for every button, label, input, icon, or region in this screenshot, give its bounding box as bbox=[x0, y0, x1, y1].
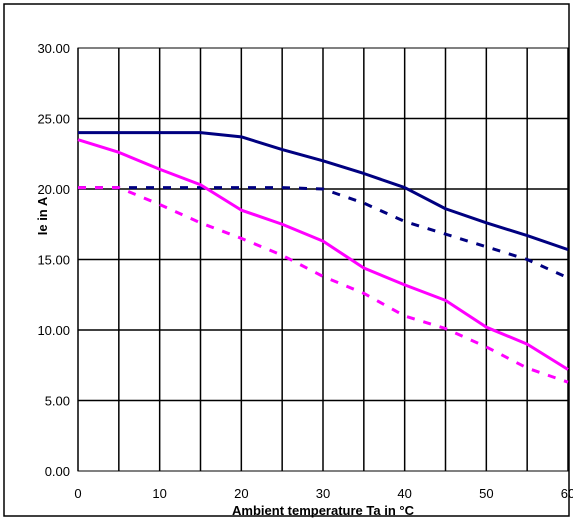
gridlines bbox=[77, 48, 569, 471]
y-tick-label: 5.00 bbox=[45, 394, 70, 409]
y-tick-label: 10.00 bbox=[37, 323, 70, 338]
y-tick-label: 15.00 bbox=[37, 253, 70, 268]
x-tick-labels: 0 10 20 30 40 50 60 bbox=[74, 486, 573, 501]
x-tick-label: 30 bbox=[316, 486, 330, 501]
series-line-4 bbox=[78, 186, 569, 384]
y-tick-label: 20.00 bbox=[37, 182, 70, 197]
x-tick-label: 0 bbox=[74, 486, 81, 501]
x-axis-label: Ambient temperature Ta in °C bbox=[232, 503, 415, 518]
x-tick-label: 10 bbox=[152, 486, 166, 501]
series-line-3 bbox=[77, 138, 569, 371]
x-tick-label: 50 bbox=[479, 486, 493, 501]
series-lines bbox=[77, 131, 569, 384]
y-tick-label: 0.00 bbox=[45, 464, 70, 479]
x-tick-label: 60 bbox=[561, 486, 573, 501]
x-tick-label: 40 bbox=[397, 486, 411, 501]
series-line-1 bbox=[78, 131, 569, 252]
series-line-2 bbox=[78, 186, 569, 280]
y-axis-label: Ie in A bbox=[35, 196, 50, 235]
y-tick-label: 30.00 bbox=[37, 41, 70, 56]
y-tick-label: 25.00 bbox=[37, 112, 70, 127]
x-tick-label: 20 bbox=[234, 486, 248, 501]
y-tick-labels: 0.00 5.00 10.00 15.00 20.00 25.00 30.00 bbox=[37, 41, 70, 479]
